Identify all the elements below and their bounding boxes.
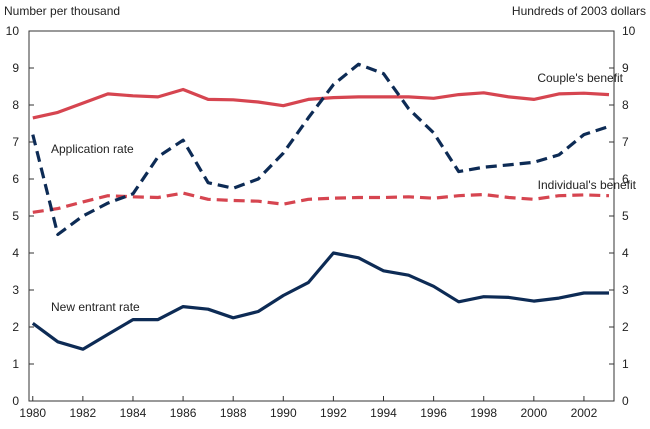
x-tick-label: 1984 bbox=[120, 406, 147, 420]
series-line-application-rate bbox=[31, 62, 610, 237]
x-tick-label: 2002 bbox=[571, 406, 598, 420]
series-label-application-rate: Application rate bbox=[51, 142, 134, 156]
left-y-tick-label: 7 bbox=[12, 135, 19, 149]
left-axis-title: Number per thousand bbox=[4, 4, 120, 18]
series-line-couple-s-benefit bbox=[32, 87, 610, 120]
right-y-tick-label: 0 bbox=[622, 394, 629, 408]
right-y-tick-label: 7 bbox=[622, 135, 629, 149]
x-tick-label: 1990 bbox=[270, 406, 297, 420]
x-tick-label: 1988 bbox=[220, 406, 247, 420]
series-label-new-entrant-rate: New entrant rate bbox=[51, 300, 140, 314]
right-y-tick-label: 9 bbox=[622, 61, 629, 75]
right-y-tick-label: 4 bbox=[622, 246, 629, 260]
right-y-tick-label: 10 bbox=[622, 24, 636, 38]
series-line-individual-s-benefit bbox=[32, 191, 610, 214]
x-tick-label: 1994 bbox=[370, 406, 397, 420]
x-tick-label: 1996 bbox=[420, 406, 447, 420]
right-y-tick-label: 2 bbox=[622, 320, 629, 334]
left-y-tick-label: 6 bbox=[12, 172, 19, 186]
left-y-tick-label: 2 bbox=[12, 320, 19, 334]
right-y-tick-label: 6 bbox=[622, 172, 629, 186]
x-tick-label: 1980 bbox=[19, 406, 46, 420]
x-tick-label: 1998 bbox=[470, 406, 497, 420]
x-tick-label: 1992 bbox=[320, 406, 347, 420]
right-y-tick-label: 3 bbox=[622, 283, 629, 297]
series-label-couple-s-benefit: Couple's benefit bbox=[537, 71, 623, 85]
left-y-tick-label: 3 bbox=[12, 283, 19, 297]
plot-area: 0 0 1 1 2 2 3 3 4 4 5 5 6 6 7 7 8 8 9 9 10 10 1980 1982 1984 1986… bbox=[6, 24, 637, 420]
x-tick-label: 1982 bbox=[70, 406, 97, 420]
x-tick-label: 1986 bbox=[170, 406, 197, 420]
left-y-tick-label: 8 bbox=[12, 98, 19, 112]
left-y-tick-label: 1 bbox=[12, 357, 19, 371]
left-y-tick-label: 5 bbox=[12, 209, 19, 223]
right-y-tick-label: 5 bbox=[622, 209, 629, 223]
right-axis-title: Hundreds of 2003 dollars bbox=[512, 4, 646, 18]
series-line-new-entrant-rate bbox=[31, 251, 609, 351]
left-y-tick-label: 4 bbox=[12, 246, 19, 260]
x-tick-label: 2000 bbox=[520, 406, 547, 420]
right-y-tick-label: 1 bbox=[622, 357, 629, 371]
right-y-tick-label: 8 bbox=[622, 98, 629, 112]
series-label-individual-s-benefit: Individual's benefit bbox=[538, 178, 637, 192]
plot-frame bbox=[28, 30, 615, 402]
left-y-tick-label: 0 bbox=[12, 394, 19, 408]
left-y-tick-label: 10 bbox=[6, 24, 20, 38]
left-y-tick-label: 9 bbox=[12, 61, 19, 75]
